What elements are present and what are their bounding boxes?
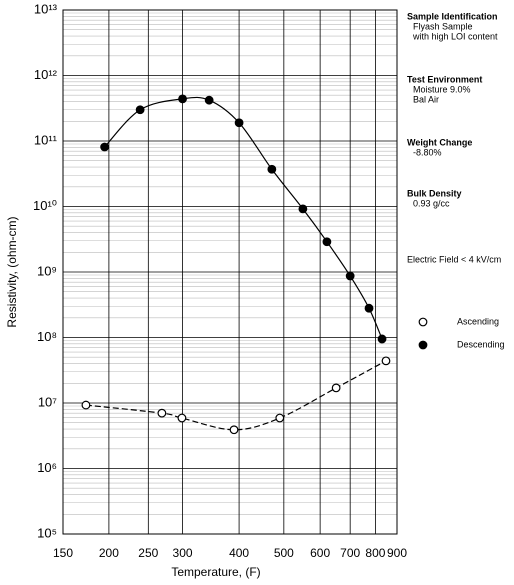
data-point xyxy=(331,383,341,393)
note-line: Flyash Sample xyxy=(413,21,473,31)
y-tick-label: 10¹⁰ xyxy=(33,198,57,213)
y-tick-label: 10⁹ xyxy=(37,263,57,278)
y-tick-label: 10⁷ xyxy=(38,394,57,409)
x-tick-label: 800 xyxy=(365,546,385,560)
y-axis-label: Resistivity, (ohm-cm) xyxy=(5,216,19,327)
note-line: Moisture 9.0% xyxy=(413,84,471,94)
data-point xyxy=(267,164,277,174)
data-point xyxy=(298,204,308,214)
note-line: with high LOI content xyxy=(412,31,498,41)
legend-label: Descending xyxy=(457,339,505,349)
note-heading: Bulk Density xyxy=(407,188,462,198)
data-point xyxy=(345,271,355,281)
data-point xyxy=(381,356,391,366)
y-tick-label: 10⁶ xyxy=(37,460,57,475)
note-heading: Weight Change xyxy=(407,137,472,147)
data-point xyxy=(135,105,145,115)
note-line: Electric Field < 4 kV/cm xyxy=(407,254,501,264)
y-tick-label: 10⁵ xyxy=(37,525,57,540)
data-point xyxy=(322,237,332,247)
x-axis-label: Temperature, (F) xyxy=(171,565,260,579)
data-point xyxy=(229,425,239,435)
note-line: -8.80% xyxy=(413,147,442,157)
note-line: 0.93 g/cc xyxy=(413,198,450,208)
x-tick-label: 700 xyxy=(340,546,360,560)
y-tick-label: 10¹¹ xyxy=(34,132,58,147)
data-point xyxy=(364,303,374,313)
x-tick-label: 200 xyxy=(99,546,119,560)
note-heading: Test Environment xyxy=(407,74,482,84)
note-line: Bal Air xyxy=(413,94,439,104)
plot-frame xyxy=(62,9,398,535)
y-tick-label: 10¹³ xyxy=(34,1,58,16)
x-tick-label: 400 xyxy=(229,546,249,560)
legend-label: Ascending xyxy=(457,316,499,326)
legend-marker xyxy=(418,340,428,350)
x-tick-label: 150 xyxy=(53,546,73,560)
note-heading: Sample Identification xyxy=(407,11,498,21)
x-tick-label: 600 xyxy=(310,546,330,560)
data-point xyxy=(234,118,244,128)
data-point xyxy=(177,413,187,423)
data-point xyxy=(275,413,285,423)
data-point xyxy=(204,95,214,105)
y-tick-label: 10¹² xyxy=(34,67,58,82)
x-tick-label: 500 xyxy=(274,546,294,560)
x-tick-label: 300 xyxy=(173,546,193,560)
fit-curve xyxy=(85,360,387,431)
x-tick-label: 250 xyxy=(138,546,158,560)
data-point xyxy=(377,334,387,344)
data-point xyxy=(81,400,91,410)
data-point xyxy=(100,142,110,152)
y-tick-label: 10⁸ xyxy=(37,329,57,344)
legend-marker xyxy=(418,317,428,327)
data-point xyxy=(157,408,167,418)
x-tick-label: 900 xyxy=(387,546,407,560)
fit-curve xyxy=(104,96,383,340)
data-point xyxy=(178,94,187,104)
